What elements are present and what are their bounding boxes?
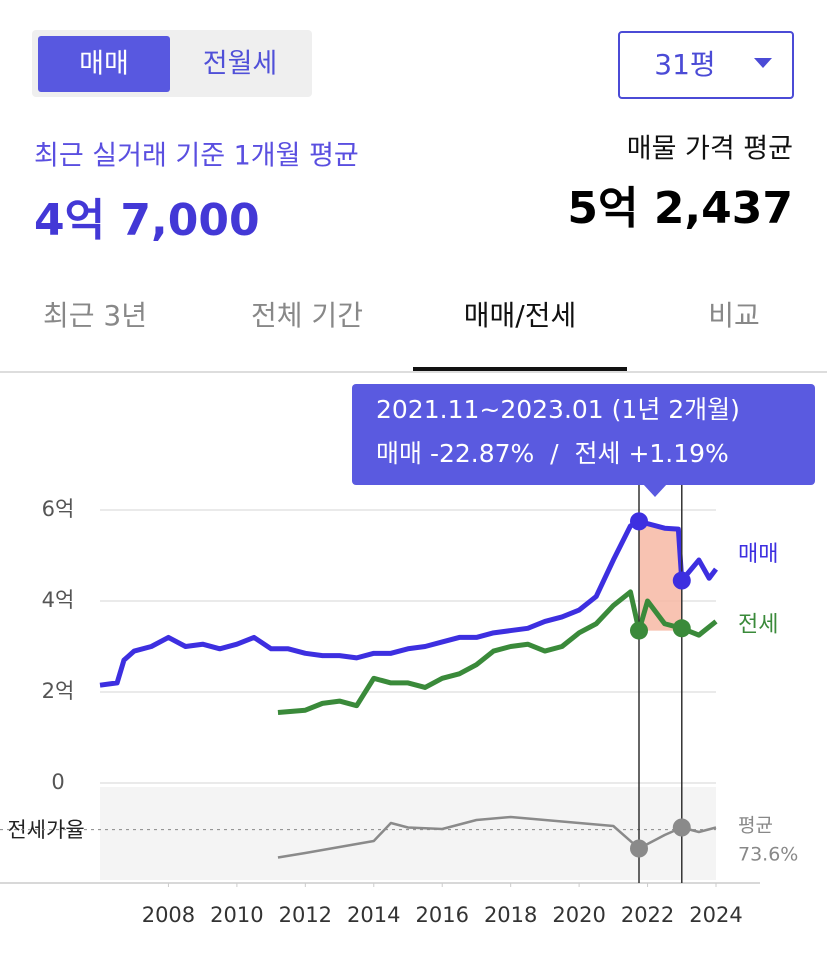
rate-title: 전세가율 bbox=[7, 818, 84, 842]
x-tick-label: 2008 bbox=[142, 903, 195, 927]
plot: 0 2억 4억 6억 2008 2010 2012 2014 2016 2018 2020 2022 2… bbox=[0, 485, 798, 927]
y-tick-label: 6억 bbox=[42, 497, 75, 521]
highlight-dot bbox=[630, 512, 648, 531]
x-tick-label: 2016 bbox=[415, 903, 468, 927]
x-tick-label: 2012 bbox=[279, 903, 332, 927]
size-select[interactable] bbox=[618, 31, 794, 99]
x-tick-label: 2014 bbox=[347, 903, 400, 927]
average-value: 73.6% bbox=[738, 844, 798, 866]
listing-price: 5억 2,437 bbox=[567, 183, 793, 234]
series-line bbox=[277, 589, 718, 715]
average-label: 평균 bbox=[738, 815, 773, 837]
period-tab-active[interactable]: 매매/전세 bbox=[464, 299, 576, 332]
highlight-dot bbox=[672, 619, 691, 638]
listing-label: 매물 가격 평균 bbox=[627, 134, 793, 165]
legend-label: 전세 bbox=[738, 612, 778, 637]
y-tick-label: 0 bbox=[51, 770, 64, 794]
series-line bbox=[277, 815, 717, 859]
period-tab[interactable]: 전체 기간 bbox=[251, 299, 363, 332]
period-tab[interactable]: 최근 3년 bbox=[43, 299, 147, 332]
tooltip bbox=[352, 384, 815, 485]
highlight-dot bbox=[672, 571, 691, 590]
highlight-dot bbox=[672, 818, 691, 837]
legend-label: 매매 bbox=[738, 542, 778, 567]
recent-price: 4억 7,000 bbox=[34, 195, 260, 246]
highlight-dot bbox=[630, 621, 648, 640]
tooltip-pointer bbox=[643, 484, 667, 497]
tooltip-period: 2021.11~2023.01 (1년 2개월) bbox=[376, 395, 740, 424]
toggle-sale[interactable]: 매매 bbox=[79, 49, 129, 80]
x-tick-label: 2024 bbox=[689, 903, 742, 927]
rate-panel bbox=[100, 787, 716, 880]
series-line bbox=[99, 518, 718, 688]
x-tick-label: 2020 bbox=[552, 903, 605, 927]
toggle-selected[interactable] bbox=[38, 36, 170, 92]
x-tick-label: 2018 bbox=[484, 903, 537, 927]
x-tick-label: 2010 bbox=[210, 903, 263, 927]
period-tab[interactable]: 비교 bbox=[708, 299, 760, 332]
tooltip-change: 매매 -22.87% / 전세 +1.19% bbox=[376, 439, 729, 468]
size-value[interactable]: 31평 bbox=[654, 48, 715, 81]
y-tick-label: 4억 bbox=[42, 588, 75, 612]
y-tick-label: 2억 bbox=[42, 679, 75, 703]
x-tick-label: 2022 bbox=[621, 903, 674, 927]
dropdown-arrow bbox=[754, 58, 772, 68]
highlight-dot bbox=[630, 839, 648, 858]
toggle-rent[interactable]: 전월세 bbox=[203, 49, 278, 80]
recent-label: 최근 실거래 기준 1개월 평균 bbox=[34, 141, 359, 172]
